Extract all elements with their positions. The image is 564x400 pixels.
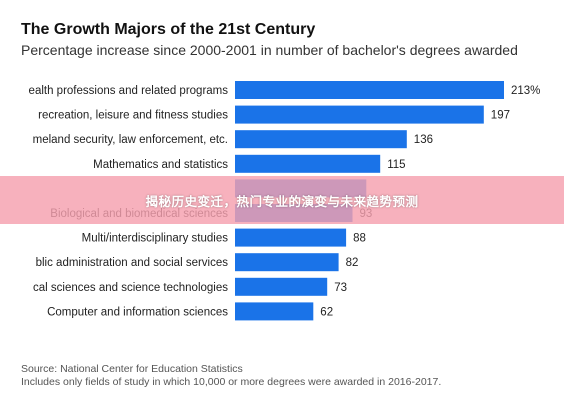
source-line-1: Source: National Center for Education St… — [21, 363, 243, 375]
value-label: 73 — [334, 282, 347, 294]
category-label: blic administration and social services — [36, 257, 229, 269]
source-note: Source: National Center for Education St… — [21, 363, 441, 389]
category-label: meland security, law enforcement, etc. — [33, 134, 228, 146]
value-label: 82 — [346, 257, 359, 269]
chart-subtitle: Percentage increase since 2000-2001 in n… — [21, 42, 518, 58]
value-label: 213% — [511, 85, 540, 97]
category-label: Multi/interdisciplinary studies — [82, 233, 229, 245]
category-label: cal sciences and science technologies — [33, 282, 228, 294]
value-label: 197 — [491, 110, 510, 122]
bar — [235, 302, 314, 321]
overlay-banner: 揭秘历史变迁，热门专业的演变与未来趋势预测 — [0, 176, 564, 224]
overlay-banner-text: 揭秘历史变迁，热门专业的演变与未来趋势预测 — [145, 193, 419, 209]
category-label: Computer and information sciences — [47, 306, 228, 318]
bar — [235, 81, 504, 99]
value-label: 62 — [320, 306, 333, 318]
bar — [235, 154, 381, 173]
bar — [235, 228, 347, 247]
bar — [235, 253, 339, 272]
value-label: 88 — [353, 233, 366, 245]
category-label: ealth professions and related programs — [29, 85, 229, 97]
category-label: recreation, leisure and fitness studies — [38, 110, 228, 122]
value-label: 136 — [414, 134, 433, 146]
value-label: 115 — [387, 159, 405, 171]
chart-title: The Growth Majors of the 21st Century — [21, 21, 316, 38]
source-line-2: Includes only fields of study in which 1… — [21, 376, 442, 388]
category-label: Mathematics and statistics — [93, 159, 228, 171]
bar — [235, 105, 484, 124]
bar — [235, 277, 328, 296]
bar — [235, 130, 407, 149]
